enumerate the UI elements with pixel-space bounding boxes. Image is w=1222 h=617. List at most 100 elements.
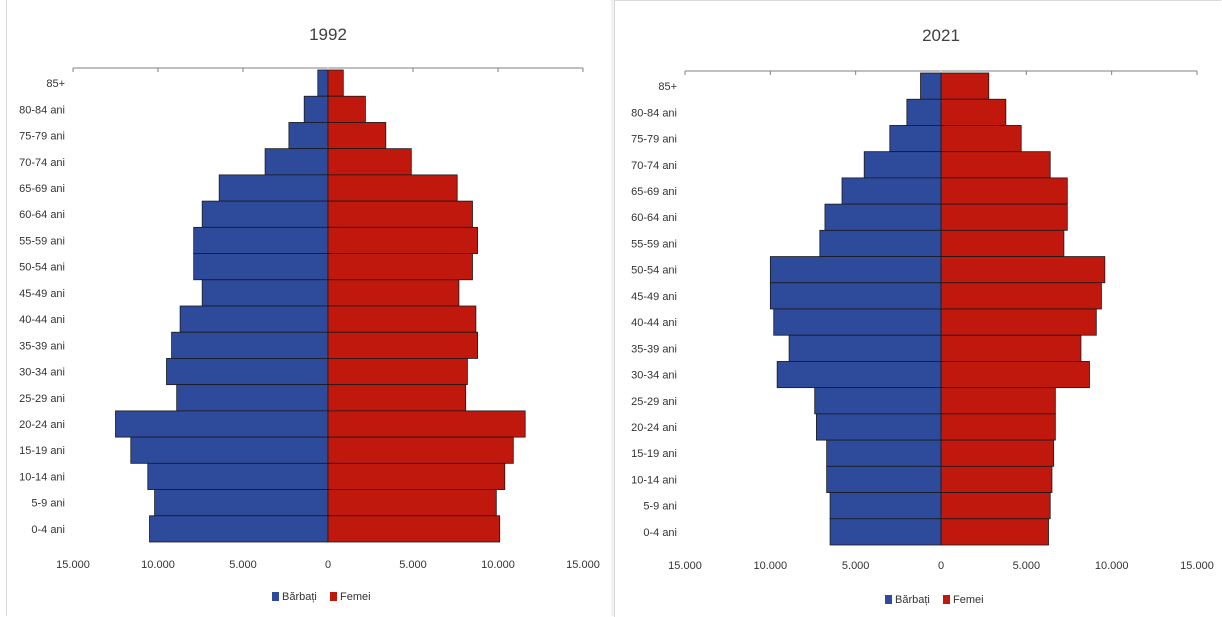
bar-female <box>940 98 1007 126</box>
age-group-label: 60-64 ani <box>631 212 677 224</box>
pyramid-chart-1992: 1992 85+ 80-84 ani 75-79 ani 70-74 ani 65-69… <box>19 25 600 603</box>
bar-female <box>327 253 473 281</box>
bar-male <box>154 489 329 517</box>
bar-female <box>940 518 1049 546</box>
x-tick-label: 0 <box>325 559 331 571</box>
bar-male <box>179 305 329 333</box>
bar-female <box>327 122 387 150</box>
age-group-label: 55-59 ani <box>631 238 677 250</box>
age-group-label: 25-29 ani <box>19 393 65 405</box>
age-group-label: 50-54 ani <box>19 262 65 274</box>
bar-female <box>327 305 477 333</box>
age-group-label: 75-79 ani <box>19 131 65 143</box>
age-group-label: 0-4 ani <box>31 524 65 536</box>
x-tick-label: 10.000 <box>754 560 788 572</box>
age-group-label: 65-69 ani <box>19 183 65 195</box>
legend-swatch-male <box>885 595 892 604</box>
bar-female <box>327 515 501 543</box>
bar-male <box>201 279 329 307</box>
bar-male <box>769 256 942 284</box>
bar-female <box>327 436 514 464</box>
panel-divider <box>610 0 614 616</box>
x-tick-label: 15.000 <box>1180 560 1214 572</box>
age-group-label: 40-44 ani <box>19 314 65 326</box>
age-group-label: 25-29 ani <box>631 396 677 408</box>
legend-label-male: Bărbați <box>282 591 317 603</box>
x-tick-label: 5.000 <box>229 559 257 571</box>
legend-swatch-male <box>272 592 279 601</box>
bar-male <box>264 148 329 176</box>
age-group-label: 0-4 ani <box>643 527 677 539</box>
bar-male <box>130 436 329 464</box>
age-group-label: 55-59 ani <box>19 235 65 247</box>
bar-male <box>193 226 329 254</box>
age-group-label: 85+ <box>658 81 677 93</box>
bar-male <box>773 308 942 336</box>
age-group-label: 10-14 ani <box>19 471 65 483</box>
bar-female <box>940 203 1068 231</box>
bar-female <box>327 174 458 202</box>
bar-male <box>814 387 942 415</box>
bar-male <box>176 384 329 412</box>
legend-label-male: Bărbați <box>895 594 930 606</box>
age-group-label: 45-49 ani <box>631 291 677 303</box>
bar-female <box>940 439 1055 467</box>
age-group-label: 65-69 ani <box>631 186 677 198</box>
age-group-label: 20-24 ani <box>631 422 677 434</box>
age-group-label: 5-9 ani <box>643 501 677 513</box>
legend-swatch-female <box>330 592 337 601</box>
age-group-label: 45-49 ani <box>19 288 65 300</box>
bar-male <box>317 69 329 97</box>
bar-male <box>920 72 942 100</box>
age-group-label: 60-64 ani <box>19 209 65 221</box>
legend-label-female: Femei <box>340 591 371 603</box>
pyramid-chart-2021: 2021 85+ 80-84 ani 75-79 ani 70-74 ani 65-69… <box>631 26 1214 606</box>
bar-female <box>940 492 1051 520</box>
bar-female <box>327 69 344 97</box>
bar-male <box>788 334 942 362</box>
bar-female <box>940 125 1022 153</box>
bar-female <box>940 361 1090 389</box>
bar-male <box>149 515 329 543</box>
bar-male <box>824 203 942 231</box>
age-group-label: 10-14 ani <box>631 474 677 486</box>
bar-female <box>327 384 467 412</box>
bar-male <box>776 361 942 389</box>
bar-female <box>327 95 366 123</box>
bar-male <box>841 177 942 205</box>
bar-female <box>940 387 1056 415</box>
age-group-label: 15-19 ani <box>19 445 65 457</box>
chart-title: 2021 <box>922 26 960 45</box>
bar-female <box>940 256 1106 284</box>
age-group-label: 70-74 ani <box>19 157 65 169</box>
age-group-label: 80-84 ani <box>631 107 677 119</box>
bar-male <box>147 462 329 490</box>
bar-female <box>940 413 1056 441</box>
x-tick-label: 15.000 <box>56 559 90 571</box>
bar-male <box>826 439 942 467</box>
legend-swatch-female <box>943 595 950 604</box>
bar-female <box>327 331 479 359</box>
x-tick-label: 10.000 <box>481 559 515 571</box>
chart-title: 1992 <box>309 25 347 44</box>
bar-male <box>826 465 942 493</box>
bar-female <box>327 200 473 228</box>
bar-male <box>829 518 942 546</box>
pyramid-panel-2021: 2021 85+ 80-84 ani 75-79 ani 70-74 ani 65-69… <box>614 0 1221 617</box>
bar-female <box>327 489 497 517</box>
bar-female <box>327 226 479 254</box>
bar-male <box>288 122 329 150</box>
age-group-label: 80-84 ani <box>19 104 65 116</box>
bar-male <box>218 174 329 202</box>
age-group-label: 5-9 ani <box>31 498 65 510</box>
age-group-label: 40-44 ani <box>631 317 677 329</box>
bar-female <box>327 462 506 490</box>
bar-female <box>940 465 1053 493</box>
bar-male <box>303 95 329 123</box>
age-group-label: 70-74 ani <box>631 160 677 172</box>
x-tick-label: 15.000 <box>668 560 702 572</box>
bar-male <box>201 200 329 228</box>
bar-male <box>115 410 329 438</box>
age-group-label: 15-19 ani <box>631 448 677 460</box>
bar-male <box>193 253 329 281</box>
